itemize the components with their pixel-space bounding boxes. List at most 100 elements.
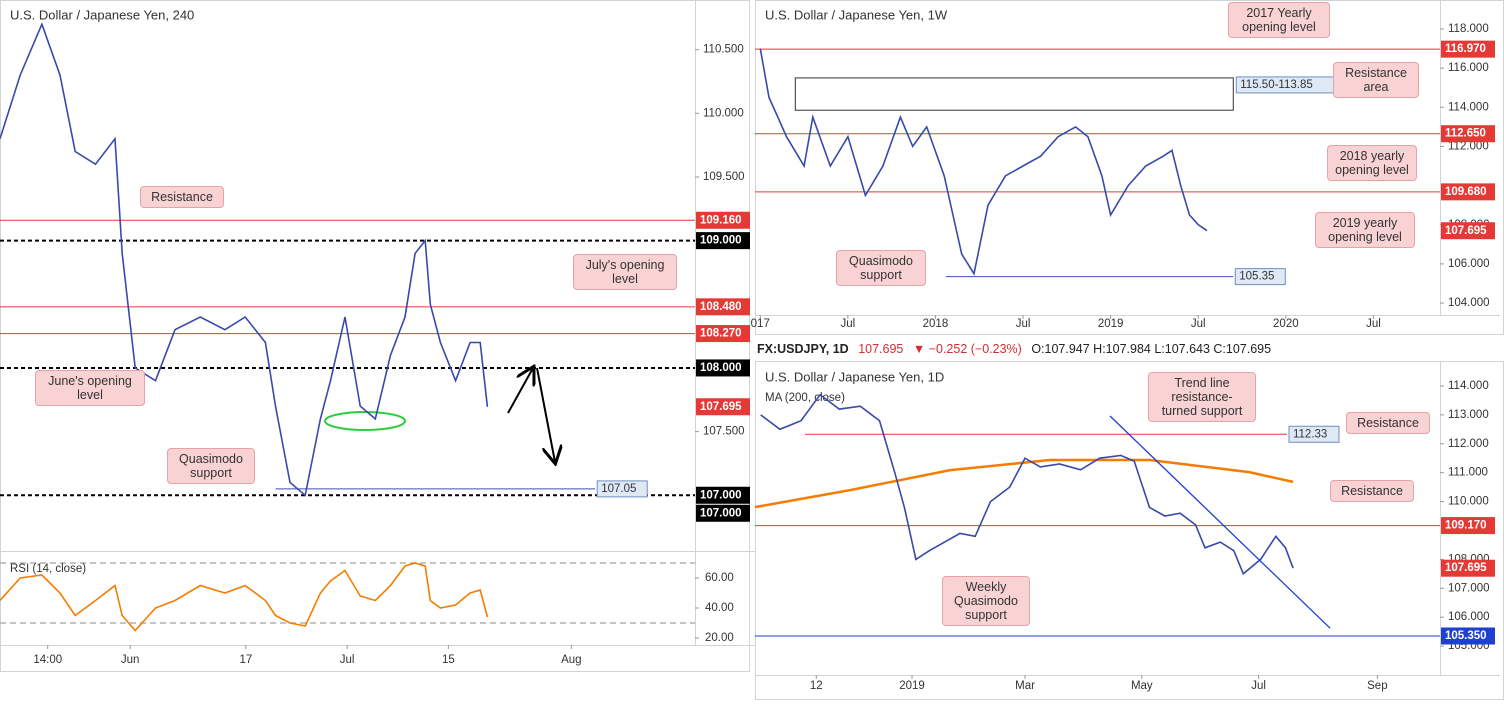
annotation: Resistance — [1346, 412, 1430, 434]
price-label: 107.695 — [700, 401, 742, 413]
x-tick-label: Mar — [1015, 680, 1035, 692]
y-tick-label: 107.000 — [1448, 582, 1490, 594]
chart-title: U.S. Dollar / Japanese Yen, 240 — [10, 7, 194, 22]
price-line — [760, 393, 1294, 576]
annotation: 2018 yearly opening level — [1327, 145, 1417, 181]
x-tick-label: Jul — [1251, 680, 1266, 692]
panel-frame — [0, 0, 750, 672]
series-name: MA (200, close) — [765, 392, 845, 404]
x-tick-label: 2020 — [1273, 318, 1299, 330]
price-label-box — [1441, 559, 1495, 577]
annotation: July's opening level — [573, 254, 677, 290]
annotation: Weekly Quasimodo support — [942, 576, 1030, 626]
x-tick-label: Sep — [1367, 680, 1387, 692]
price-label-box — [696, 359, 750, 377]
chart-title: U.S. Dollar / Japanese Yen, 1W — [765, 7, 948, 22]
y-tick-label: 109.500 — [703, 171, 745, 183]
price-label-box — [1441, 627, 1495, 645]
price-label: 107.000 — [700, 489, 742, 501]
annotation: June's opening level — [35, 370, 145, 406]
annotation: 2017 Yearly opening level — [1228, 2, 1330, 38]
highlight-ellipse — [324, 411, 406, 431]
arrow — [507, 368, 533, 414]
annotation: 2019 yearly opening level — [1315, 212, 1415, 248]
price-label-box — [1441, 517, 1495, 535]
price-label-box — [696, 486, 750, 504]
price-label: 116.970 — [1445, 43, 1486, 55]
price-label: 112.650 — [1445, 128, 1486, 140]
x-tick-label: 2019 — [1098, 318, 1124, 330]
y-tick-label: 116.000 — [1448, 62, 1489, 74]
annotation: Resistance — [1330, 480, 1414, 502]
y-tick-label: 106.000 — [1448, 258, 1490, 270]
y-tick-label: 40.00 — [705, 602, 734, 614]
y-tick-label: 110.000 — [703, 107, 744, 119]
y-tick-label: 114.000 — [1448, 101, 1489, 113]
x-tick-label: 15 — [442, 654, 455, 666]
symbol: FX:USDJPY, 1D — [757, 342, 849, 356]
y-tick-label: 110.000 — [1448, 496, 1489, 508]
price-label: 107.695 — [1445, 562, 1487, 574]
y-tick-label: 110.500 — [703, 44, 744, 56]
y-tick-label: 112.000 — [1448, 438, 1489, 450]
x-tick-label: Jul — [1016, 318, 1031, 330]
zone-label: 115.50-113.85 — [1240, 79, 1312, 91]
level-label-box — [1288, 425, 1340, 443]
x-tick-label: 017 — [751, 318, 770, 330]
price-label: 109.000 — [700, 235, 742, 247]
x-tick-label: 2018 — [923, 318, 949, 330]
y-tick-label: 20.00 — [705, 632, 734, 644]
y-tick-label: 118.000 — [1448, 23, 1489, 35]
ohlc: O:107.947 H:107.984 L:107.643 C:107.695 — [1031, 342, 1272, 356]
price-label-box — [696, 398, 750, 416]
price-label: 109.160 — [700, 214, 742, 226]
x-tick-label: Jul — [1191, 318, 1206, 330]
price-label: 105.350 — [1445, 630, 1487, 642]
x-tick-label: Jun — [121, 654, 140, 666]
price-label-box — [696, 325, 750, 343]
level-label: 107.05 — [601, 483, 636, 495]
annotation: Resistance area — [1333, 62, 1419, 98]
rsi-line — [0, 562, 489, 632]
y-tick-label: 104.000 — [1448, 297, 1490, 309]
x-tick-label: 2019 — [899, 680, 925, 692]
price-label-box — [696, 298, 750, 316]
y-tick-label: 113.000 — [1448, 409, 1489, 421]
price: 107.695 — [858, 342, 904, 356]
x-tick-label: May — [1131, 680, 1153, 692]
price-label: 108.480 — [700, 301, 742, 313]
price-label-box — [696, 232, 750, 250]
annotation: Resistance — [140, 186, 224, 208]
price-label: 108.000 — [700, 362, 742, 374]
price-label: 109.170 — [1445, 520, 1487, 532]
y-tick-label: 112.000 — [1448, 140, 1489, 152]
price-label-box — [1441, 125, 1495, 143]
level-label-box — [1234, 268, 1286, 286]
price-label: 107.695 — [1445, 225, 1487, 237]
level-label: 112.33 — [1293, 428, 1327, 440]
zone — [794, 77, 1234, 111]
price-label-box — [696, 211, 750, 229]
price-label: 107.000 — [700, 507, 742, 519]
price-line — [0, 22, 489, 497]
level-label-box — [596, 480, 648, 498]
price-label: 109.680 — [1445, 186, 1487, 198]
y-tick-label: 60.00 — [705, 572, 734, 584]
change: ▼ −0.252 (−0.23%) — [912, 342, 1022, 356]
x-tick-label: Jul — [340, 654, 355, 666]
y-tick-label: 106.000 — [1448, 611, 1490, 623]
trend-line — [1109, 415, 1331, 629]
chart-title: U.S. Dollar / Japanese Yen, 1D — [765, 369, 944, 384]
y-tick-label: 111.000 — [1448, 467, 1488, 479]
arrow — [536, 367, 555, 462]
x-tick-label: Jul — [841, 318, 856, 330]
ma-line — [754, 458, 1294, 509]
y-tick-label: 114.000 — [1448, 380, 1489, 392]
rsi-label: RSI (14, close) — [10, 563, 86, 575]
price-label: 108.270 — [700, 328, 742, 340]
annotation: Quasimodo support — [167, 448, 255, 484]
price-label-box — [1441, 183, 1495, 201]
annotation: Trend line resistance-turned support — [1148, 372, 1256, 422]
